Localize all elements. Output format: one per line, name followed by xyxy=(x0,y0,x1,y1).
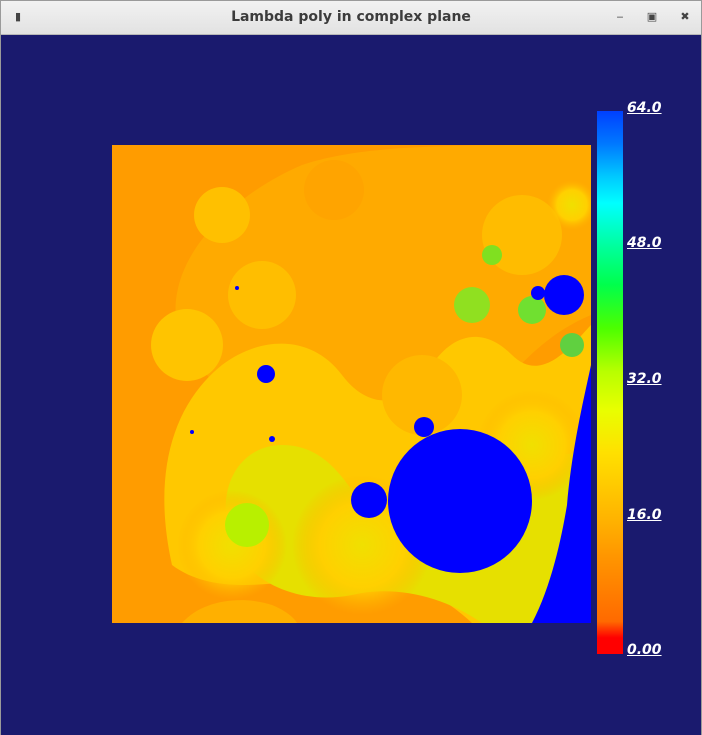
colorbar-tick-label: 16.0 xyxy=(627,507,662,523)
colorbar-tick-label: 32.0 xyxy=(627,371,662,387)
colorbar-tick-label: 0.00 xyxy=(627,642,662,658)
colorbar xyxy=(597,111,623,654)
maximize-icon[interactable]: ▣ xyxy=(646,10,658,23)
plot-canvas[interactable]: 64.0 48.0 32.0 16.0 0.00 xyxy=(1,35,701,735)
window-menu-icon[interactable]: ▮ xyxy=(14,10,22,23)
colorbar-tick-label: 48.0 xyxy=(627,235,662,251)
title-bar[interactable]: ▮ Lambda poly in complex plane ‒ ▣ ✖ xyxy=(1,1,701,35)
close-icon[interactable]: ✖ xyxy=(680,10,690,23)
minimize-icon[interactable]: ‒ xyxy=(616,10,624,23)
colorbar-tick-label: 64.0 xyxy=(627,100,662,116)
window-title: Lambda poly in complex plane xyxy=(231,9,471,25)
fractal-image xyxy=(112,145,591,623)
fractal-graphic xyxy=(112,145,591,623)
